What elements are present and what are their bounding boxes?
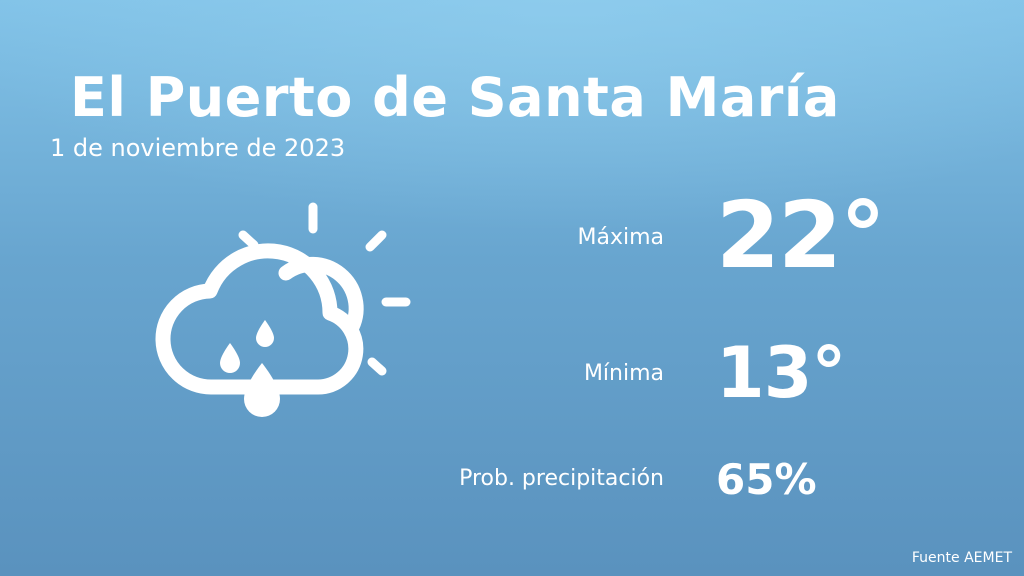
precipitation-label: Prob. precipitación (459, 466, 664, 491)
max-temp-label: Máxima (577, 225, 664, 250)
forecast-date: 1 de noviembre de 2023 (50, 134, 346, 162)
partly-cloudy-rain-icon (150, 195, 430, 435)
max-temp-value: 22° (716, 182, 886, 289)
city-title: El Puerto de Santa María (70, 66, 840, 129)
min-temp-value: 13° (716, 332, 846, 414)
precipitation-value: 65% (716, 455, 817, 504)
source-credit: Fuente AEMET (911, 550, 1012, 566)
min-temp-label: Mínima (583, 361, 664, 386)
